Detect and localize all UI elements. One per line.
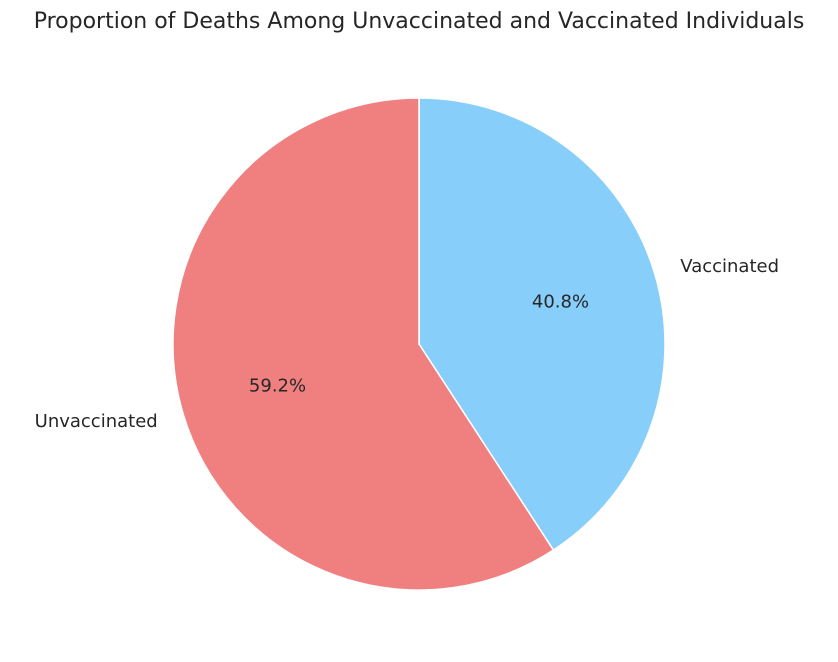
pie-slices	[172, 97, 666, 591]
slice-percent-vaccinated: 40.8%	[532, 291, 589, 312]
slice-label-vaccinated: Vaccinated	[680, 256, 779, 277]
pie-slice-unvaccinated	[172, 97, 555, 591]
slice-percent-unvaccinated: 59.2%	[249, 376, 306, 397]
slice-label-unvaccinated: Unvaccinated	[35, 411, 158, 432]
chart-title: Proportion of Deaths Among Unvaccinated …	[34, 9, 805, 34]
pie-labels: Vaccinated 40.8% Unvaccinated 59.2%	[35, 256, 779, 432]
